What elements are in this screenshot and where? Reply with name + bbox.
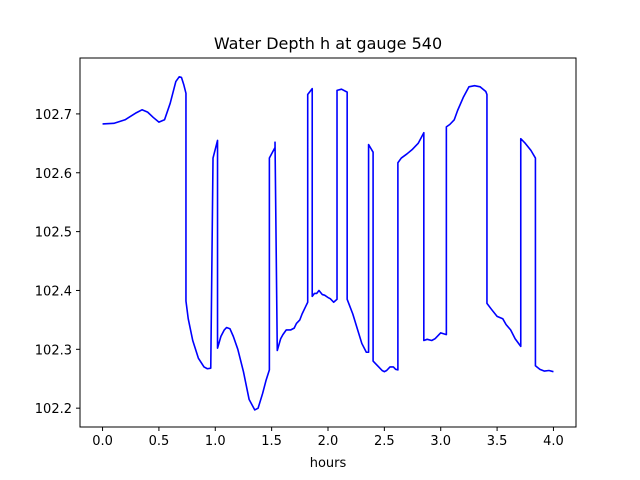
x-tick-label: 1.0 [205,434,226,449]
x-tick-label: 1.5 [261,434,282,449]
x-tick-label: 4.0 [543,434,564,449]
plot-area: 0.0 0.5 1.0 1.5 2.0 2.5 3.0 3.5 4.0 102.2102.310… [35,57,577,449]
x-tick-label: 2.0 [318,434,339,449]
x-tick-label: 0.0 [92,434,113,449]
y-axis: 102.2 102.3 102.4 102.5 102.6 102.7 [35,108,80,417]
x-tick-label: 3.5 [487,434,508,449]
x-axis: 0.0 0.5 1.0 1.5 2.0 2.5 3.0 3.5 4.0 [92,427,564,449]
x-tick-label: 3.0 [430,434,451,449]
x-tick-label: 2.5 [374,434,395,449]
y-tick-label: 102.4 [35,284,72,299]
y-tick-label: 102.6 [35,167,72,182]
y-tick-label: 102.2 [35,402,72,417]
series-line-0 [102,76,554,411]
x-axis-label: hours [310,456,347,471]
chart-title: Water Depth h at gauge 540 [214,34,442,53]
x-tick-label: 0.5 [149,434,170,449]
y-tick-label: 102.7 [35,108,72,123]
y-tick-label: 102.3 [35,343,72,358]
series-layer [102,76,554,411]
y-tick-label: 102.5 [35,226,72,241]
